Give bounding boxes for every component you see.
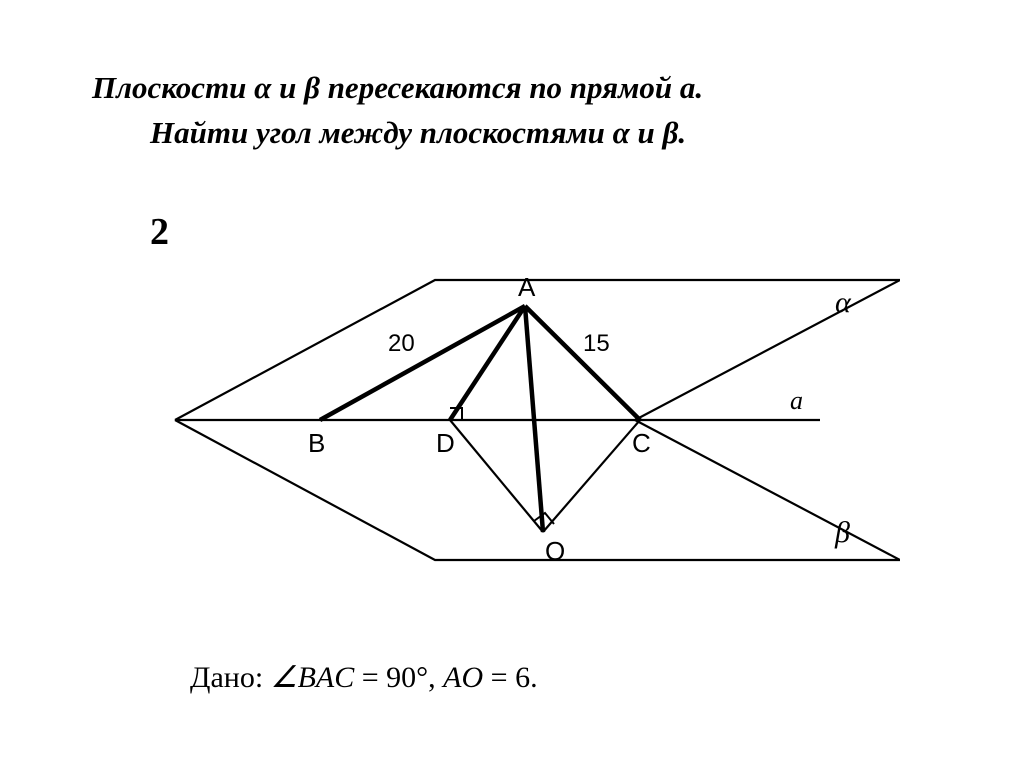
label-len15: 15 (583, 330, 610, 358)
given-prefix: Дано: (190, 661, 271, 694)
edge-AD (450, 306, 525, 420)
given-line: Дано: ∠BAC = 90°, AO = 6. (190, 660, 538, 695)
label-D: D (436, 428, 455, 459)
diagram: A B D C O 20 15 α β a (100, 260, 900, 600)
label-line-a: a (790, 386, 803, 416)
label-A: A (518, 272, 535, 303)
diagram-svg (100, 260, 900, 600)
label-alpha: α (835, 286, 851, 320)
given-eq1: = 90°, (354, 661, 443, 694)
edge-AC (525, 306, 640, 420)
problem-number: 2 (150, 210, 169, 254)
edge-DO (450, 420, 543, 532)
edge-AB (320, 306, 525, 420)
title-line-2: Найти угол между плоскостями α и β. (150, 115, 686, 151)
title-line-1: Плоскости α и β пересекаются по прямой a… (92, 70, 703, 106)
label-C: C (632, 428, 651, 459)
label-beta: β (835, 516, 850, 550)
label-O: O (545, 536, 565, 567)
label-len20: 20 (388, 330, 415, 358)
page: Плоскости α и β пересекаются по прямой a… (0, 0, 1024, 767)
given-eq2: = 6. (483, 661, 537, 694)
given-ao: AO (443, 661, 483, 694)
label-B: B (308, 428, 325, 459)
edge-OC (543, 420, 640, 532)
given-angle: ∠BAC (271, 661, 355, 694)
